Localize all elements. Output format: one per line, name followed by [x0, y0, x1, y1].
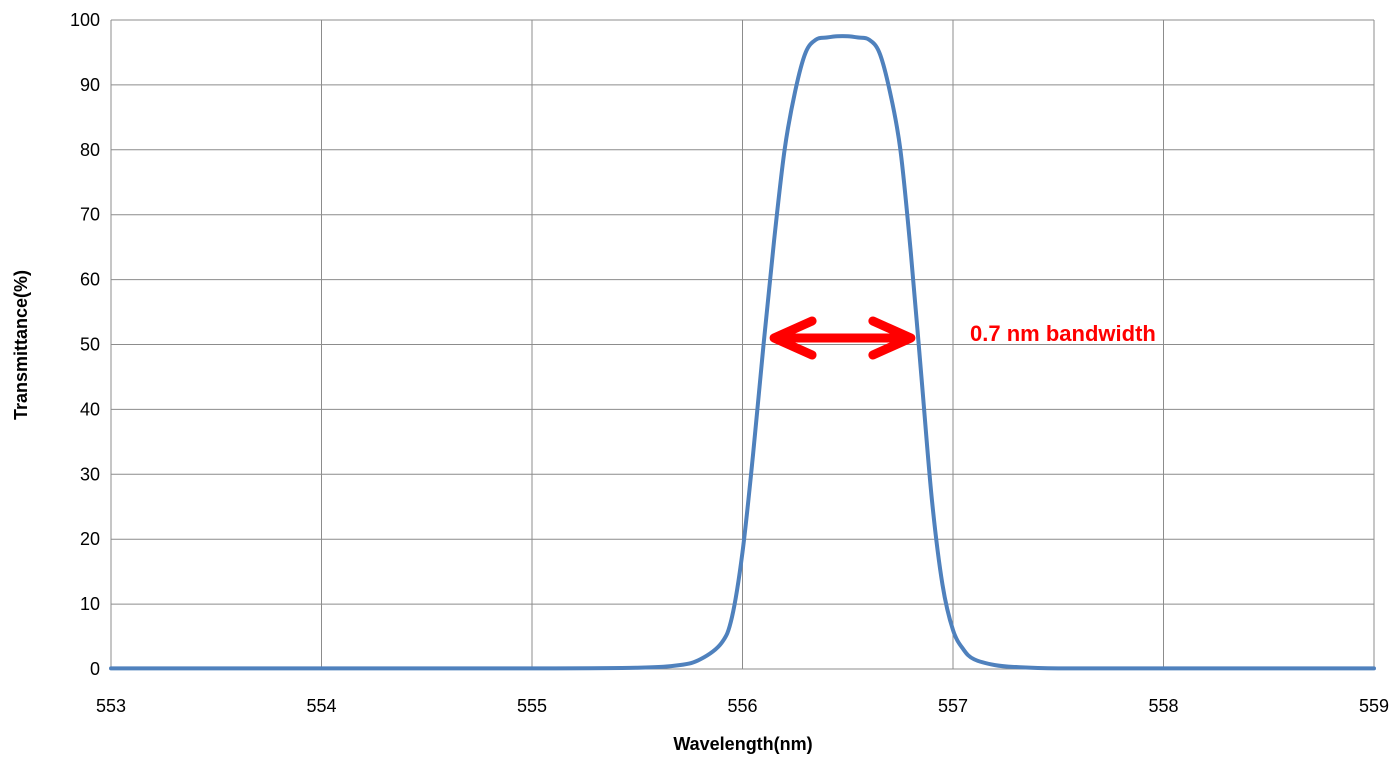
y-tick-label: 100	[70, 10, 100, 30]
axes: 0 10 20 30 40 50 60 70 80 90 100 553 554 555 556 557 558…	[70, 10, 1389, 716]
transmittance-series-line	[109, 34, 1376, 671]
series	[109, 34, 1376, 671]
x-tick-label: 553	[96, 696, 126, 716]
y-tick-label: 80	[80, 140, 100, 160]
bandwidth-arrow-right-head	[868, 316, 916, 360]
annotation: 0.7 nm bandwidth	[769, 316, 1156, 360]
y-tick-label: 40	[80, 399, 100, 419]
x-tick-label: 557	[938, 696, 968, 716]
bandwidth-arrow-left-head	[769, 316, 817, 360]
y-tick-label: 0	[90, 659, 100, 679]
y-tick-label: 50	[80, 335, 100, 355]
y-tick-label: 70	[80, 205, 100, 225]
y-tick-label: 60	[80, 270, 100, 290]
x-tick-label: 559	[1359, 696, 1389, 716]
x-tick-label: 558	[1148, 696, 1178, 716]
y-axis-title: Transmittance(%)	[11, 270, 31, 420]
grid	[110, 19, 1375, 670]
y-tick-label: 30	[80, 464, 100, 484]
bandwidth-annotation-text: 0.7 nm bandwidth	[970, 321, 1156, 346]
y-tick-label: 10	[80, 594, 100, 614]
x-tick-label: 555	[517, 696, 547, 716]
x-tick-label: 554	[306, 696, 336, 716]
y-tick-label: 90	[80, 75, 100, 95]
y-tick-label: 20	[80, 529, 100, 549]
x-tick-label: 556	[727, 696, 757, 716]
x-axis-title: Wavelength(nm)	[673, 734, 812, 754]
